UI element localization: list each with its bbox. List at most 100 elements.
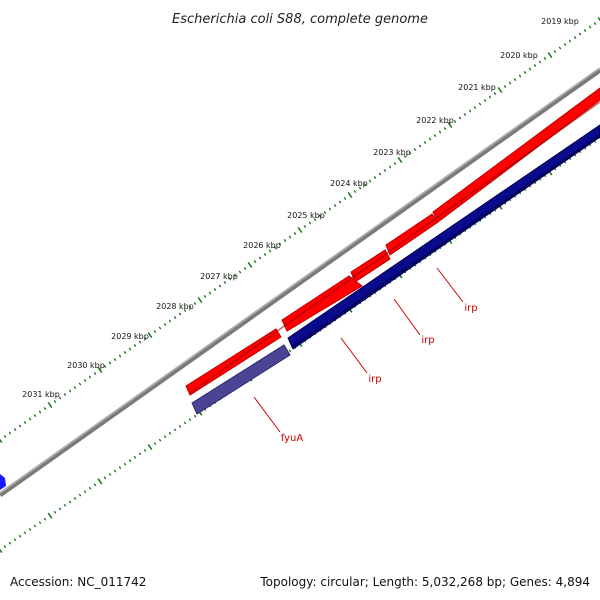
irp-leader-2 <box>393 298 421 336</box>
tick-mark <box>447 121 453 129</box>
tick-mark <box>288 349 292 353</box>
tick-label: 2030 kbp <box>67 361 105 370</box>
tick-mark <box>493 92 497 95</box>
tick-label: 2019 kbp <box>541 17 579 26</box>
tick-mark <box>283 239 287 242</box>
tick-mark <box>297 226 303 234</box>
gene-reverse-1[interactable] <box>287 124 600 350</box>
tick-mark <box>147 443 153 451</box>
gene-forward-2[interactable] <box>281 275 363 332</box>
tick-mark <box>108 473 112 476</box>
map-title: Escherichia coli S88, complete genome <box>172 12 428 27</box>
tick-mark <box>218 284 222 288</box>
tick-mark <box>168 319 172 323</box>
gene-forward-shade <box>189 101 600 394</box>
tick-mark <box>523 71 527 74</box>
tick-mark <box>518 74 522 78</box>
tick-mark <box>438 130 442 134</box>
tick-mark <box>97 478 103 485</box>
reverse-genes <box>191 124 600 415</box>
tick-mark <box>247 261 253 269</box>
tick-mark <box>23 421 27 424</box>
tick-mark <box>478 102 482 106</box>
tick-mark <box>113 358 117 361</box>
tick-label: 2027 kbp <box>200 272 238 281</box>
tick-mark <box>93 372 97 375</box>
tick-mark <box>453 120 457 123</box>
tick-mark <box>473 106 477 109</box>
tick-label: 2029 kbp <box>111 332 149 341</box>
tick-mark <box>193 302 197 305</box>
tick-mark <box>483 99 487 102</box>
gene-label-leaders <box>253 267 464 433</box>
tick-mark <box>293 232 297 235</box>
tick-mark <box>68 500 72 504</box>
tick-mark <box>373 176 377 179</box>
outer-tick-track <box>0 16 600 444</box>
accession-text: Accession: NC_011742 <box>10 575 146 589</box>
tick-mark <box>133 344 137 347</box>
tick-mark <box>568 39 572 43</box>
tick-mark <box>118 354 122 358</box>
tick-mark <box>433 134 437 137</box>
tick-mark <box>513 78 517 81</box>
tick-mark <box>278 242 282 246</box>
tick-mark <box>563 43 567 46</box>
tick-mark <box>78 493 82 497</box>
tick-mark <box>28 417 32 421</box>
tick-mark <box>333 204 337 207</box>
tick-mark <box>173 428 177 432</box>
genome-summary: Topology: circular; Length: 5,032,268 bp… <box>259 575 590 589</box>
tick-mark <box>318 214 322 218</box>
tick-mark <box>178 312 182 316</box>
tick-mark <box>208 291 212 295</box>
tick-mark <box>188 418 192 421</box>
tick-mark <box>538 60 542 64</box>
tick-mark <box>338 200 342 204</box>
tick-mark <box>163 323 167 326</box>
tick-mark <box>68 389 72 393</box>
tick-mark <box>363 183 367 186</box>
tick-mark <box>253 260 257 263</box>
tick-mark <box>238 270 242 274</box>
tick-mark <box>158 438 162 442</box>
tick-mark <box>573 36 577 39</box>
tick-mark <box>588 25 592 29</box>
tick-mark <box>63 393 67 396</box>
tick-mark <box>273 246 277 249</box>
tick-mark <box>163 435 167 439</box>
tick-mark <box>497 86 503 94</box>
tick-label: 2025 kbp <box>287 211 325 220</box>
tick-mark <box>393 162 397 165</box>
tick-mark <box>103 476 107 480</box>
tick-mark <box>53 510 57 514</box>
tick-mark <box>18 534 22 538</box>
tick-mark <box>553 50 557 53</box>
tick-mark <box>258 256 262 260</box>
tick-label: 2026 kbp <box>243 241 281 250</box>
gene-label: fyuA <box>281 433 304 444</box>
tick-mark <box>458 116 462 120</box>
tick-mark <box>323 211 327 214</box>
tick-mark <box>413 148 417 151</box>
tick-mark <box>358 186 362 190</box>
tick-mark <box>418 144 422 148</box>
left-edge-gene[interactable] <box>0 474 6 490</box>
gene-fyuA[interactable] <box>191 344 291 415</box>
tick-mark <box>73 386 77 389</box>
tick-mark <box>233 274 237 277</box>
tick-mark <box>347 191 353 199</box>
tick-mark <box>33 414 37 417</box>
tick-mark <box>147 331 153 339</box>
tick-mark <box>308 221 312 225</box>
genome-backbone <box>0 67 600 498</box>
tick-mark <box>328 207 332 211</box>
tick-mark <box>143 449 147 452</box>
tick-mark <box>133 455 137 459</box>
tick-mark <box>243 267 247 270</box>
tick-mark <box>288 235 292 239</box>
tick-mark <box>378 172 382 176</box>
gene-label: irp <box>464 303 477 314</box>
tick-mark <box>138 452 142 456</box>
